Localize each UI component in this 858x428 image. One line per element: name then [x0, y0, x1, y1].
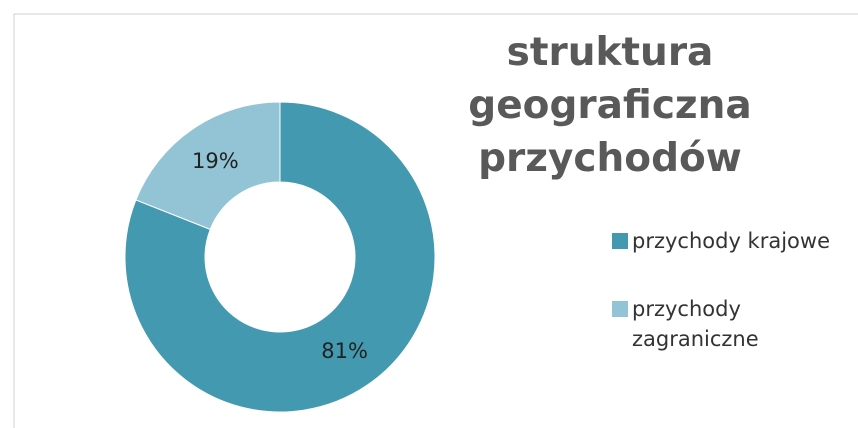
legend-swatch: [612, 233, 628, 249]
data-label: 19%: [192, 149, 239, 173]
legend-label: przychody zagraniczne: [632, 297, 759, 351]
legend-item: przychody krajowe: [612, 226, 852, 256]
chart-title: struktura geograficzna przychodów: [468, 30, 752, 181]
legend-item: przychody zagraniczne: [612, 294, 852, 354]
donut-slice: [124, 101, 436, 413]
legend: przychody krajowe przychody zagraniczne: [612, 226, 852, 392]
data-label: 81%: [321, 339, 368, 363]
donut-slice: [135, 101, 281, 231]
frame: [13, 13, 858, 428]
legend-label: przychody krajowe: [632, 229, 830, 253]
legend-swatch: [612, 301, 628, 317]
